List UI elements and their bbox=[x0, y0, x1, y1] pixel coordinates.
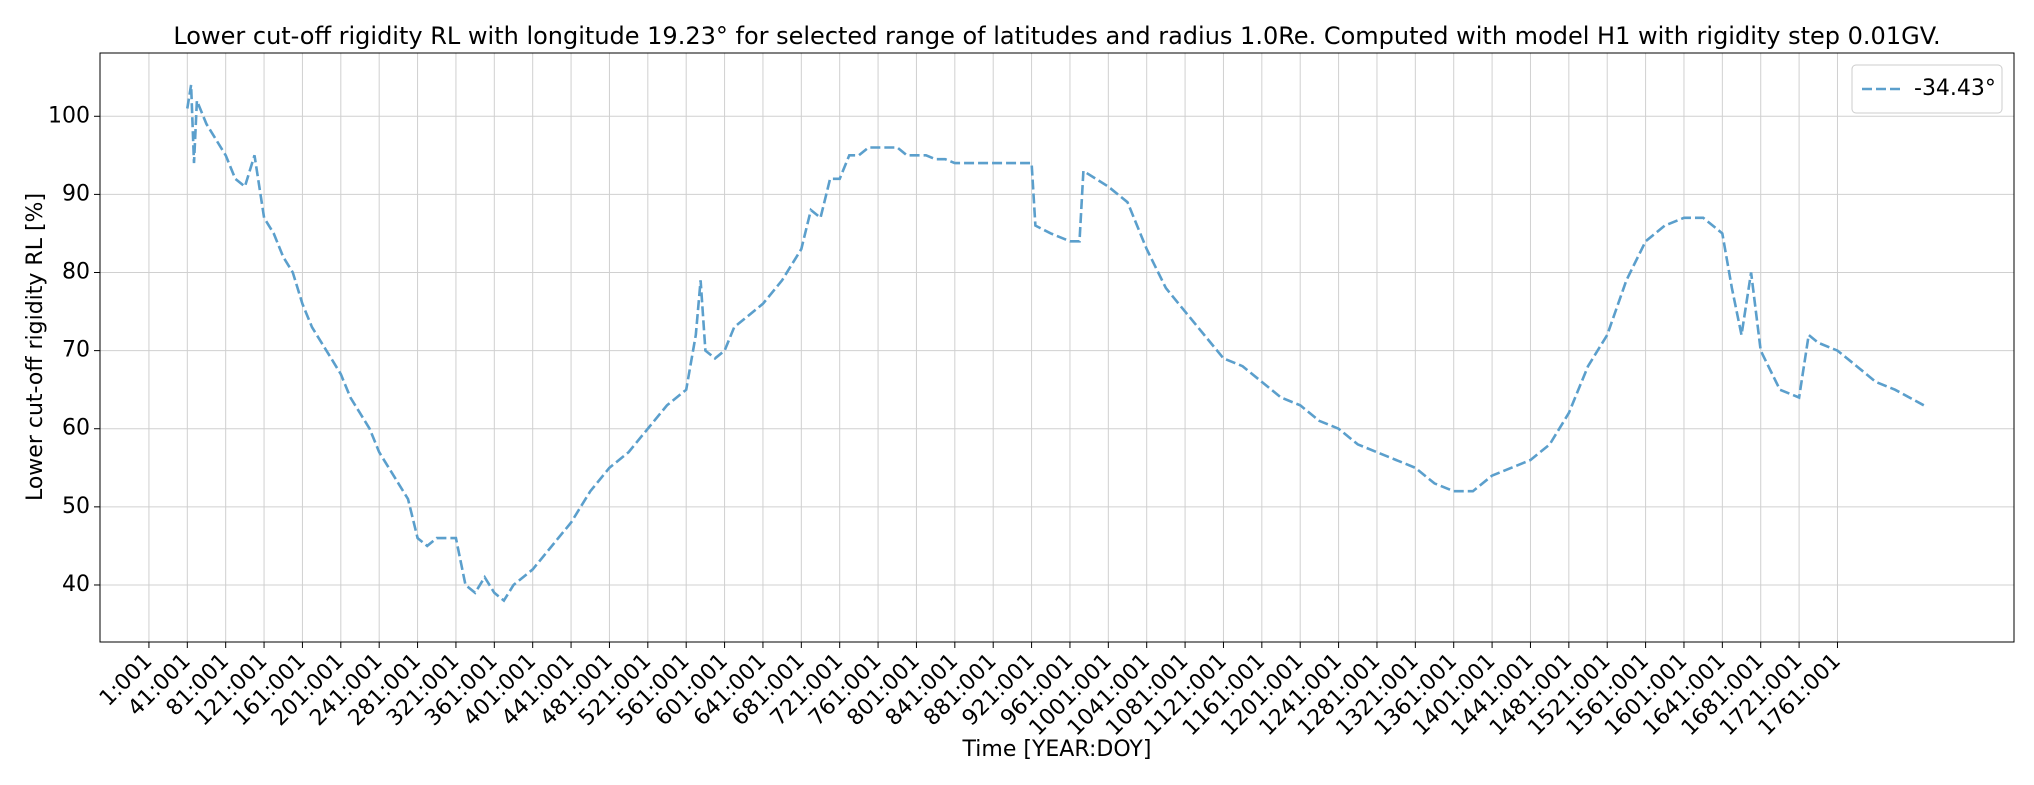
y-tick-label: 100 bbox=[48, 103, 90, 128]
legend-label: -34.43° bbox=[1914, 76, 1996, 101]
y-tick-label: 90 bbox=[62, 181, 90, 206]
legend-box bbox=[1851, 64, 2003, 114]
y-tick-label: 80 bbox=[62, 260, 90, 285]
x-axis-label: Time [YEAR:DOY] bbox=[962, 737, 1152, 762]
data-line bbox=[186, 84, 1925, 603]
y-tick-label: 60 bbox=[62, 416, 90, 441]
y-tick-label: 40 bbox=[62, 572, 90, 597]
y-tick-label: 70 bbox=[62, 338, 90, 363]
plot-frame bbox=[99, 52, 2015, 643]
y-axis-label: Lower cut-off rigidity RL [%] bbox=[23, 193, 48, 501]
y-tick-label: 50 bbox=[62, 494, 90, 519]
chart-title: Lower cut-off rigidity RL with longitude… bbox=[173, 22, 1940, 50]
